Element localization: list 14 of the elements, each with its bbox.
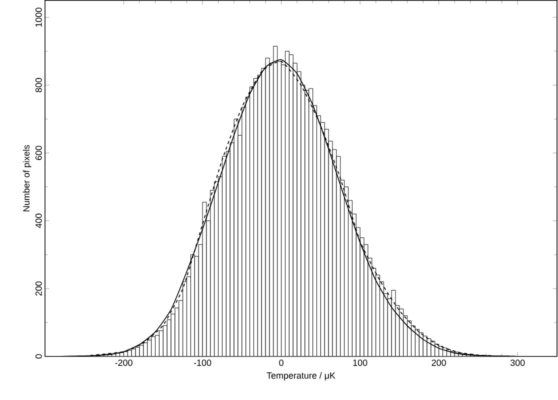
x-tick-label: 0 <box>279 359 284 366</box>
y-tick-label: 1000 <box>35 8 42 26</box>
x-tick-label: 200 <box>432 359 446 366</box>
y-axis-title: Number of pixels <box>22 144 32 212</box>
x-tick-label: 300 <box>510 359 525 366</box>
y-tick-label: 200 <box>35 281 42 296</box>
y-tick-label: 600 <box>35 146 42 160</box>
y-tick-label: 800 <box>35 78 42 92</box>
x-axis-title: Temperature / μK <box>266 372 336 380</box>
x-tick-label: 100 <box>353 359 368 366</box>
x-tick-label: -100 <box>194 359 212 366</box>
x-tick-label: -200 <box>115 359 132 366</box>
y-tick-label: 0 <box>35 354 42 358</box>
y-tick-label: 400 <box>35 213 42 228</box>
